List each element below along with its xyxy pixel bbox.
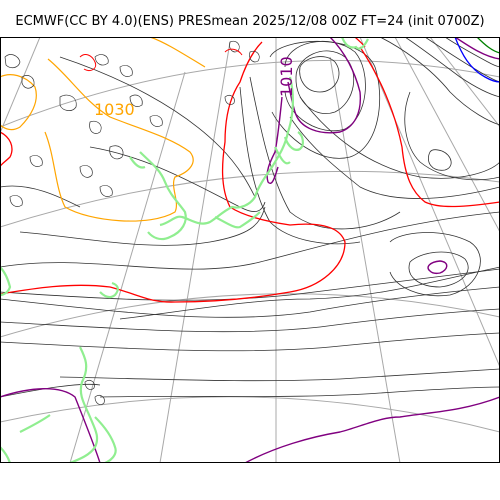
isobar-1030-line (0, 74, 37, 131)
isobar-990-line (454, 37, 500, 83)
coastline (69, 346, 99, 463)
isobar (428, 149, 452, 171)
small-contour (84, 380, 95, 390)
isobar (59, 56, 256, 198)
pressure-map: 1030 1010 (0, 37, 500, 463)
isobar (0, 332, 500, 352)
coastline (214, 211, 261, 229)
longitude-line (429, 37, 500, 128)
graticule (0, 37, 500, 463)
small-contour (79, 165, 93, 178)
coastline (159, 76, 294, 227)
isobar (0, 383, 101, 398)
isobar (0, 308, 500, 333)
isobar (119, 266, 500, 320)
isobar (299, 96, 500, 179)
longitude-line (159, 41, 231, 463)
coastline (274, 146, 291, 165)
map-background (0, 37, 500, 463)
isobar-1020-line (0, 131, 13, 168)
coastline (19, 414, 51, 433)
small-contour (224, 95, 235, 105)
map-title: ECMWF(CC BY 4.0)(ENS) PRESmean 2025/12/0… (15, 14, 485, 29)
isobar (269, 40, 381, 159)
coastline (94, 416, 117, 463)
coastlines (0, 37, 369, 463)
isobar-1020-line (359, 46, 500, 208)
isobar (0, 211, 500, 270)
small-contour (119, 65, 133, 77)
isobar (99, 386, 500, 398)
small-contour (99, 185, 113, 197)
isobar-1030-line (149, 37, 206, 68)
small-contour (21, 75, 35, 89)
isobar (249, 76, 401, 230)
isobar-label-1030: 1030 (94, 100, 135, 119)
coastline (139, 151, 187, 241)
isobar (424, 37, 500, 83)
latitude-line (0, 396, 500, 433)
coastline (0, 446, 12, 463)
red-small-contour (79, 54, 97, 72)
small-contour (89, 120, 102, 134)
isobar (389, 232, 481, 297)
isobar-1010-line (266, 96, 283, 184)
isobar (89, 146, 266, 212)
isobar (289, 116, 500, 199)
isobar-1000-line (476, 37, 500, 54)
longitude-line (359, 37, 500, 368)
isobar (0, 268, 500, 301)
isobar-1030 (0, 37, 206, 222)
coastline (340, 37, 369, 50)
isobar (0, 185, 81, 208)
isobar (19, 206, 266, 246)
isobar-1030-line (44, 58, 194, 222)
small-contour (129, 94, 143, 107)
small-contour (9, 195, 23, 207)
isobar (404, 91, 500, 181)
small-contour (249, 50, 260, 63)
small-contour (4, 54, 21, 69)
small-contour (94, 395, 105, 405)
isobar (59, 368, 500, 382)
small-contour (94, 54, 109, 66)
pressure-map-canvas: 1030 1010 (0, 37, 500, 463)
small-contours (4, 40, 260, 405)
isobar-1000 (476, 37, 500, 54)
isobar (284, 40, 366, 132)
small-contour (109, 145, 124, 160)
isobar (299, 56, 340, 93)
isobar-1010-line (427, 260, 448, 275)
isobar (0, 286, 500, 318)
small-contour (59, 94, 77, 111)
longitude-line (394, 37, 500, 233)
isobar-1020-line (0, 41, 346, 303)
small-contour (29, 155, 43, 167)
isobar-990 (454, 37, 500, 83)
isobar (404, 37, 500, 98)
small-contour (149, 115, 163, 127)
latitude-line (0, 59, 500, 128)
red-small-contour (224, 48, 243, 56)
longitude-line (0, 37, 41, 135)
isobar-1010 (0, 37, 500, 463)
coastline (99, 281, 119, 299)
isobar-label-1010: 1010 (277, 56, 296, 97)
coastline (0, 266, 12, 297)
isobar (295, 50, 354, 114)
isobar-1010-line (454, 37, 500, 60)
isobar (379, 37, 500, 126)
latitude-line (0, 170, 500, 228)
coastline (283, 131, 304, 151)
isobar (408, 251, 469, 288)
coastline (129, 156, 146, 169)
longitude-line (69, 71, 186, 463)
red-small-contours (79, 48, 243, 72)
latitude-line (0, 293, 500, 338)
longitude-line (329, 56, 401, 463)
isobar-1010-line (244, 396, 500, 463)
